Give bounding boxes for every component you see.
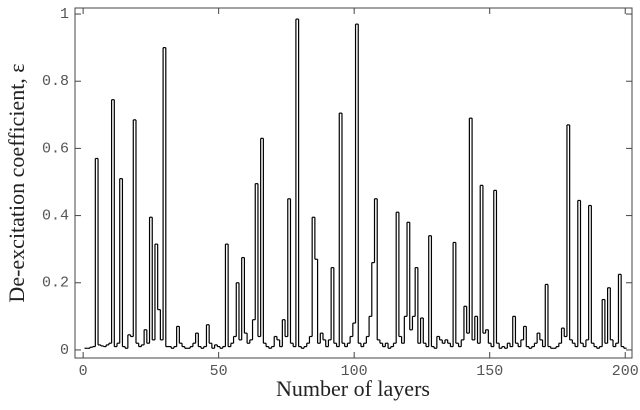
y-tick-label: 0.6 xyxy=(42,140,69,157)
plot-frame xyxy=(74,7,633,359)
y-tick-label: 1 xyxy=(60,6,69,23)
x-tick-label: 200 xyxy=(612,363,639,380)
x-tick-label: 150 xyxy=(476,363,503,380)
y-tick-label: 0 xyxy=(60,342,69,359)
step-risers xyxy=(89,19,625,349)
x-tick-label: 0 xyxy=(79,363,88,380)
y-axis-label: De-excitation coefficient, ε xyxy=(4,63,29,302)
x-tick-label: 50 xyxy=(210,363,228,380)
x-tick-label: 100 xyxy=(341,363,368,380)
y-tick-label: 0.8 xyxy=(42,73,69,90)
y-tick-label: 0.4 xyxy=(42,208,69,225)
x-axis-label: Number of layers xyxy=(276,376,430,401)
y-tick-label: 0.2 xyxy=(42,275,69,292)
